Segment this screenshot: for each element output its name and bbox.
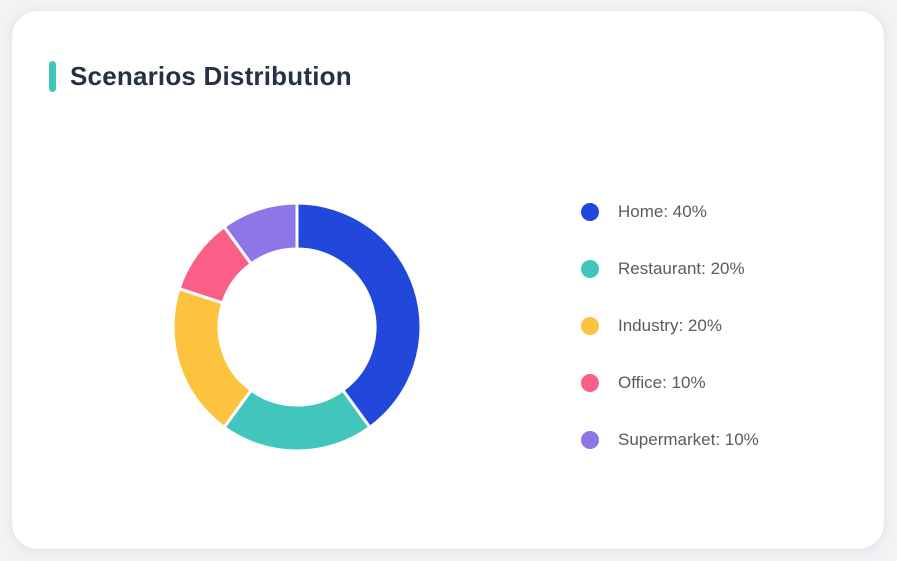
legend-item-restaurant[interactable]: Restaurant: 20%: [581, 259, 759, 278]
donut-slice-supermarket[interactable]: [222, 201, 299, 266]
legend-color-dot: [581, 373, 599, 392]
legend-color-dot: [581, 316, 599, 335]
legend-label: Home: 40%: [618, 201, 707, 221]
legend-label: Supermarket: 10%: [618, 429, 759, 449]
title-accent-bar: [49, 61, 56, 92]
legend-color-dot: [581, 259, 599, 278]
card-header: Scenarios Distribution: [49, 61, 352, 92]
legend-color-dot: [581, 430, 599, 449]
legend-item-supermarket[interactable]: Supermarket: 10%: [581, 430, 759, 449]
legend-item-office[interactable]: Office: 10%: [581, 373, 759, 392]
legend-label: Restaurant: 20%: [618, 258, 745, 278]
legend-item-home[interactable]: Home: 40%: [581, 202, 759, 221]
donut-slice-industry[interactable]: [171, 287, 253, 429]
legend-label: Industry: 20%: [618, 315, 722, 335]
donut-slice-home[interactable]: [295, 201, 423, 429]
chart-legend: Home: 40% Restaurant: 20% Industry: 20% Off…: [581, 202, 759, 449]
scenarios-distribution-card: Scenarios Distribution Home: 40% Restaura…: [12, 11, 884, 549]
legend-item-industry[interactable]: Industry: 20%: [581, 316, 759, 335]
chart-area: Home: 40% Restaurant: 20% Industry: 20% Off…: [12, 121, 884, 549]
legend-label: Office: 10%: [618, 372, 706, 392]
donut-chart[interactable]: [167, 197, 427, 457]
legend-color-dot: [581, 202, 599, 221]
card-title: Scenarios Distribution: [70, 61, 352, 91]
